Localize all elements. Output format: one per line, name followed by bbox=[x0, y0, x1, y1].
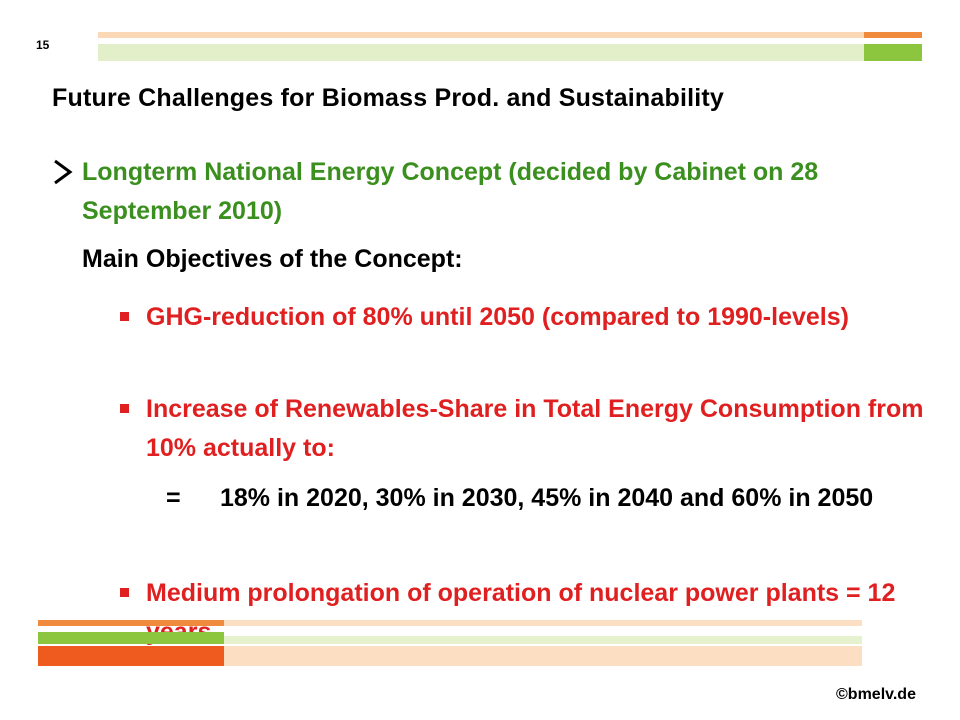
top-stripe-green bbox=[864, 44, 922, 61]
top-stripe-orange bbox=[864, 32, 922, 38]
bottom-stripe-green bbox=[38, 632, 224, 644]
objective-item: Increase of Renewables-Share in Total En… bbox=[146, 395, 924, 462]
objective-item: GHG-reduction of 80% until 2050 (compare… bbox=[146, 303, 849, 331]
bmelv-logo: ©bmelv.de bbox=[836, 686, 916, 703]
square-bullet-icon bbox=[120, 312, 129, 321]
targets-equals-sign: = bbox=[166, 484, 181, 512]
arrow-bullet-icon bbox=[54, 159, 73, 185]
top-stripe-light-green bbox=[98, 44, 864, 61]
bottom-stripe-light-green bbox=[224, 636, 862, 644]
slide-title: Future Challenges for Biomass Prod. and … bbox=[52, 84, 725, 112]
bottom-stripe-peach bbox=[224, 620, 862, 626]
bottom-stripe-orange bbox=[38, 620, 224, 626]
page-number: 15 bbox=[36, 38, 50, 52]
square-bullet-icon bbox=[120, 588, 129, 597]
square-bullet-icon bbox=[120, 404, 129, 413]
bottom-stripe-peach-wide bbox=[224, 646, 862, 666]
bottom-stripe-red bbox=[38, 646, 224, 666]
objectives-heading: Main Objectives of the Concept: bbox=[82, 245, 463, 273]
renewables-targets: 18% in 2020, 30% in 2030, 45% in 2040 an… bbox=[220, 484, 874, 512]
main-bullet-text: Longterm National Energy Concept (decide… bbox=[82, 158, 819, 225]
top-stripe-peach bbox=[98, 32, 864, 38]
